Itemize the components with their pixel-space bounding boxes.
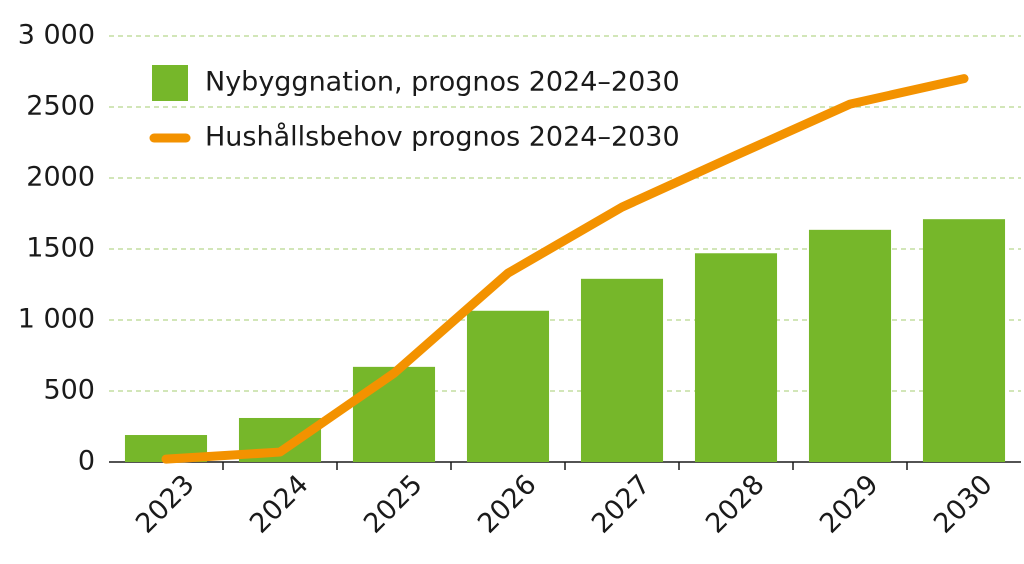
y-tick-label: 1500 (26, 233, 95, 264)
bar (352, 366, 436, 462)
x-tick-label: 2025 (358, 469, 429, 540)
legend-label: Hushållsbehov prognos 2024–2030 (205, 122, 680, 153)
x-tick-label: 2024 (244, 469, 315, 540)
x-tick-label: 2030 (928, 469, 999, 540)
bar (580, 278, 664, 462)
legend-swatch (152, 65, 188, 101)
bar (922, 219, 1006, 462)
bar (694, 253, 778, 462)
y-tick-label: 0 (78, 446, 95, 477)
x-tick-label: 2026 (472, 469, 543, 540)
bar (808, 229, 892, 462)
y-tick-label: 3 000 (18, 20, 95, 51)
x-tick-label: 2029 (814, 469, 885, 540)
y-tick-label: 500 (43, 375, 95, 406)
y-tick-label: 2000 (26, 162, 95, 193)
line (161, 74, 969, 464)
y-tick-label: 1 000 (18, 304, 95, 335)
bar (466, 310, 550, 462)
x-tick-label: 2023 (130, 469, 201, 540)
legend-label: Nybyggnation, prognos 2024–2030 (205, 67, 680, 98)
y-tick-label: 2500 (26, 91, 95, 122)
x-tick-label: 2027 (586, 469, 657, 540)
x-tick-label: 2028 (700, 469, 771, 540)
